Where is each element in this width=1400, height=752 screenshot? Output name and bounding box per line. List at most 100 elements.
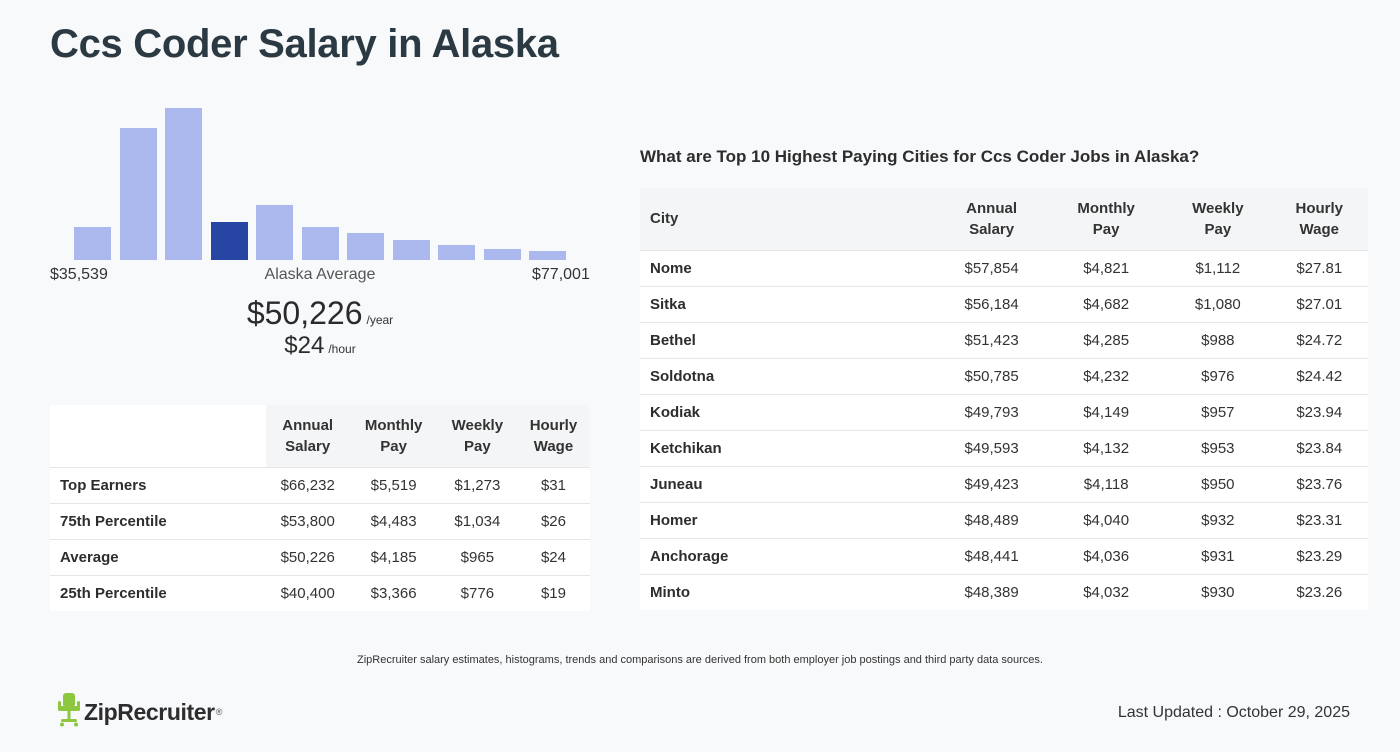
percentile-table: Annual Salary Monthly Pay Weekly Pay Hourly… <box>50 405 590 611</box>
city-row: Ketchikan $49,593 $4,132 $953 $23.84 <box>640 430 1368 467</box>
city-cell: $23.26 <box>1296 583 1343 601</box>
average-hourly-unit: /hour <box>328 342 356 356</box>
percentile-cell: $5,519 <box>349 467 438 504</box>
percentile-cell: $4,185 <box>349 539 438 576</box>
cities-header-annual: Annual Salary <box>936 188 1048 251</box>
city-cell: $24.72 <box>1270 322 1368 359</box>
city-cell: $56,184 <box>936 286 1048 323</box>
average-annual-unit: /year <box>366 313 394 327</box>
city-name: Sitka <box>640 286 936 323</box>
ziprecruiter-logo[interactable]: ZipRecruiter ® <box>58 692 223 732</box>
registered-mark: ® <box>215 707 223 717</box>
average-hourly-value: $24 <box>284 332 325 359</box>
histogram-bar <box>256 205 293 260</box>
percentile-header-weekly: Weekly Pay <box>437 405 517 468</box>
percentile-row: Average $50,226 $4,185 $965 $24 <box>50 539 590 576</box>
percentile-table-header: Annual Salary Monthly Pay Weekly Pay Hourly… <box>50 405 590 468</box>
percentile-header-annual: Annual Salary <box>266 405 350 468</box>
percentile-header-hourly: Hourly Wage <box>516 405 590 468</box>
percentile-row-label: 75th Percentile <box>50 503 266 540</box>
cities-table: City Annual Salary Monthly Pay Weekly Pay H… <box>640 188 1368 610</box>
city-cell: $4,821 <box>1047 250 1166 287</box>
city-cell: $4,036 <box>1047 538 1166 575</box>
city-cell: $24.42 <box>1270 358 1368 395</box>
histogram-average-label: Alaska Average <box>264 266 376 283</box>
city-cell: $932 <box>1165 502 1271 539</box>
city-cell: $27.81 <box>1270 250 1368 287</box>
histogram-bar <box>165 108 202 260</box>
histogram-bar <box>483 249 521 260</box>
city-cell: $23.31 <box>1270 502 1368 539</box>
percentile-row: 75th Percentile $53,800 $4,483 $1,034 $26 <box>50 503 590 540</box>
last-updated: Last Updated : October 29, 2025 <box>1117 704 1350 721</box>
histogram-bar-average <box>210 222 248 260</box>
city-cell: $4,232 <box>1047 358 1166 395</box>
city-cell: $48,389 <box>964 583 1019 601</box>
chair-mascot-icon <box>58 692 80 732</box>
city-row: Nome $57,854 $4,821 $1,112 $27.81 <box>640 250 1368 287</box>
cities-header-weekly: Weekly Pay <box>1165 188 1271 251</box>
logo-wordmark: ZipRecruiter <box>84 698 215 725</box>
city-cell: $4,118 <box>1047 466 1166 503</box>
city-cell: $57,854 <box>936 250 1048 287</box>
percentile-row-label: Average <box>50 539 266 576</box>
city-row: Minto $48,389 $4,032 $930 $23.26 <box>640 574 1368 610</box>
city-row: Anchorage $48,441 $4,036 $931 $23.29 <box>640 538 1368 575</box>
city-row: Sitka $56,184 $4,682 $1,080 $27.01 <box>640 286 1368 323</box>
city-name: Juneau <box>640 466 936 503</box>
city-cell: $49,593 <box>936 430 1048 467</box>
city-cell: $953 <box>1165 430 1271 467</box>
city-cell: $48,489 <box>936 502 1048 539</box>
percentile-row-label: 25th Percentile <box>60 584 167 602</box>
average-annual-value: $50,226 <box>246 295 363 331</box>
city-row: Kodiak $49,793 $4,149 $957 $23.94 <box>640 394 1368 431</box>
city-row: Juneau $49,423 $4,118 $950 $23.76 <box>640 466 1368 503</box>
city-cell: $988 <box>1165 322 1271 359</box>
city-cell: $4,040 <box>1047 502 1166 539</box>
city-cell: $950 <box>1165 466 1271 503</box>
cities-header-city: City <box>640 188 936 251</box>
city-cell: $23.76 <box>1270 466 1368 503</box>
percentile-header-blank <box>50 405 266 468</box>
cities-header-monthly: Monthly Pay <box>1047 188 1166 251</box>
city-cell: $4,149 <box>1047 394 1166 431</box>
percentile-row: 25th Percentile $40,400 $3,366 $776 $19 <box>50 575 590 611</box>
city-cell: $48,441 <box>936 538 1048 575</box>
city-row: Bethel $51,423 $4,285 $988 $24.72 <box>640 322 1368 359</box>
city-cell: $51,423 <box>936 322 1048 359</box>
salary-histogram <box>50 80 590 260</box>
city-cell: $49,423 <box>936 466 1048 503</box>
city-name: Nome <box>640 250 936 287</box>
histogram-min-label: $35,539 <box>50 266 108 283</box>
cities-header-hourly: Hourly Wage <box>1270 188 1368 251</box>
city-name: Bethel <box>640 322 936 359</box>
percentile-cell: $1,034 <box>437 503 517 540</box>
city-cell: $976 <box>1165 358 1271 395</box>
city-cell: $27.01 <box>1270 286 1368 323</box>
city-cell: $4,132 <box>1047 430 1166 467</box>
histogram-bar <box>119 128 157 260</box>
page-title: Ccs Coder Salary in Alaska <box>50 22 559 66</box>
histogram-bar <box>301 227 339 260</box>
average-hourly: $24/hour <box>0 332 640 360</box>
histogram-bar <box>392 240 430 260</box>
percentile-cell: $4,483 <box>349 503 438 540</box>
city-cell: $1,080 <box>1165 286 1271 323</box>
city-cell: $49,793 <box>936 394 1048 431</box>
city-name: Soldotna <box>640 358 936 395</box>
city-row: Soldotna $50,785 $4,232 $976 $24.42 <box>640 358 1368 395</box>
city-row: Homer $48,489 $4,040 $932 $23.31 <box>640 502 1368 539</box>
percentile-cell: $53,800 <box>266 503 350 540</box>
cities-section-title: What are Top 10 Highest Paying Cities fo… <box>640 147 1200 166</box>
city-name: Ketchikan <box>640 430 936 467</box>
percentile-header-monthly: Monthly Pay <box>349 405 438 468</box>
city-cell: $4,285 <box>1047 322 1166 359</box>
histogram-bar <box>347 233 384 260</box>
city-cell: $50,785 <box>936 358 1048 395</box>
cities-table-header: City Annual Salary Monthly Pay Weekly Pay H… <box>640 188 1368 251</box>
city-name: Homer <box>640 502 936 539</box>
city-name: Kodiak <box>640 394 936 431</box>
data-source-footnote: ZipRecruiter salary estimates, histogram… <box>357 654 1043 666</box>
city-name: Minto <box>650 583 690 601</box>
